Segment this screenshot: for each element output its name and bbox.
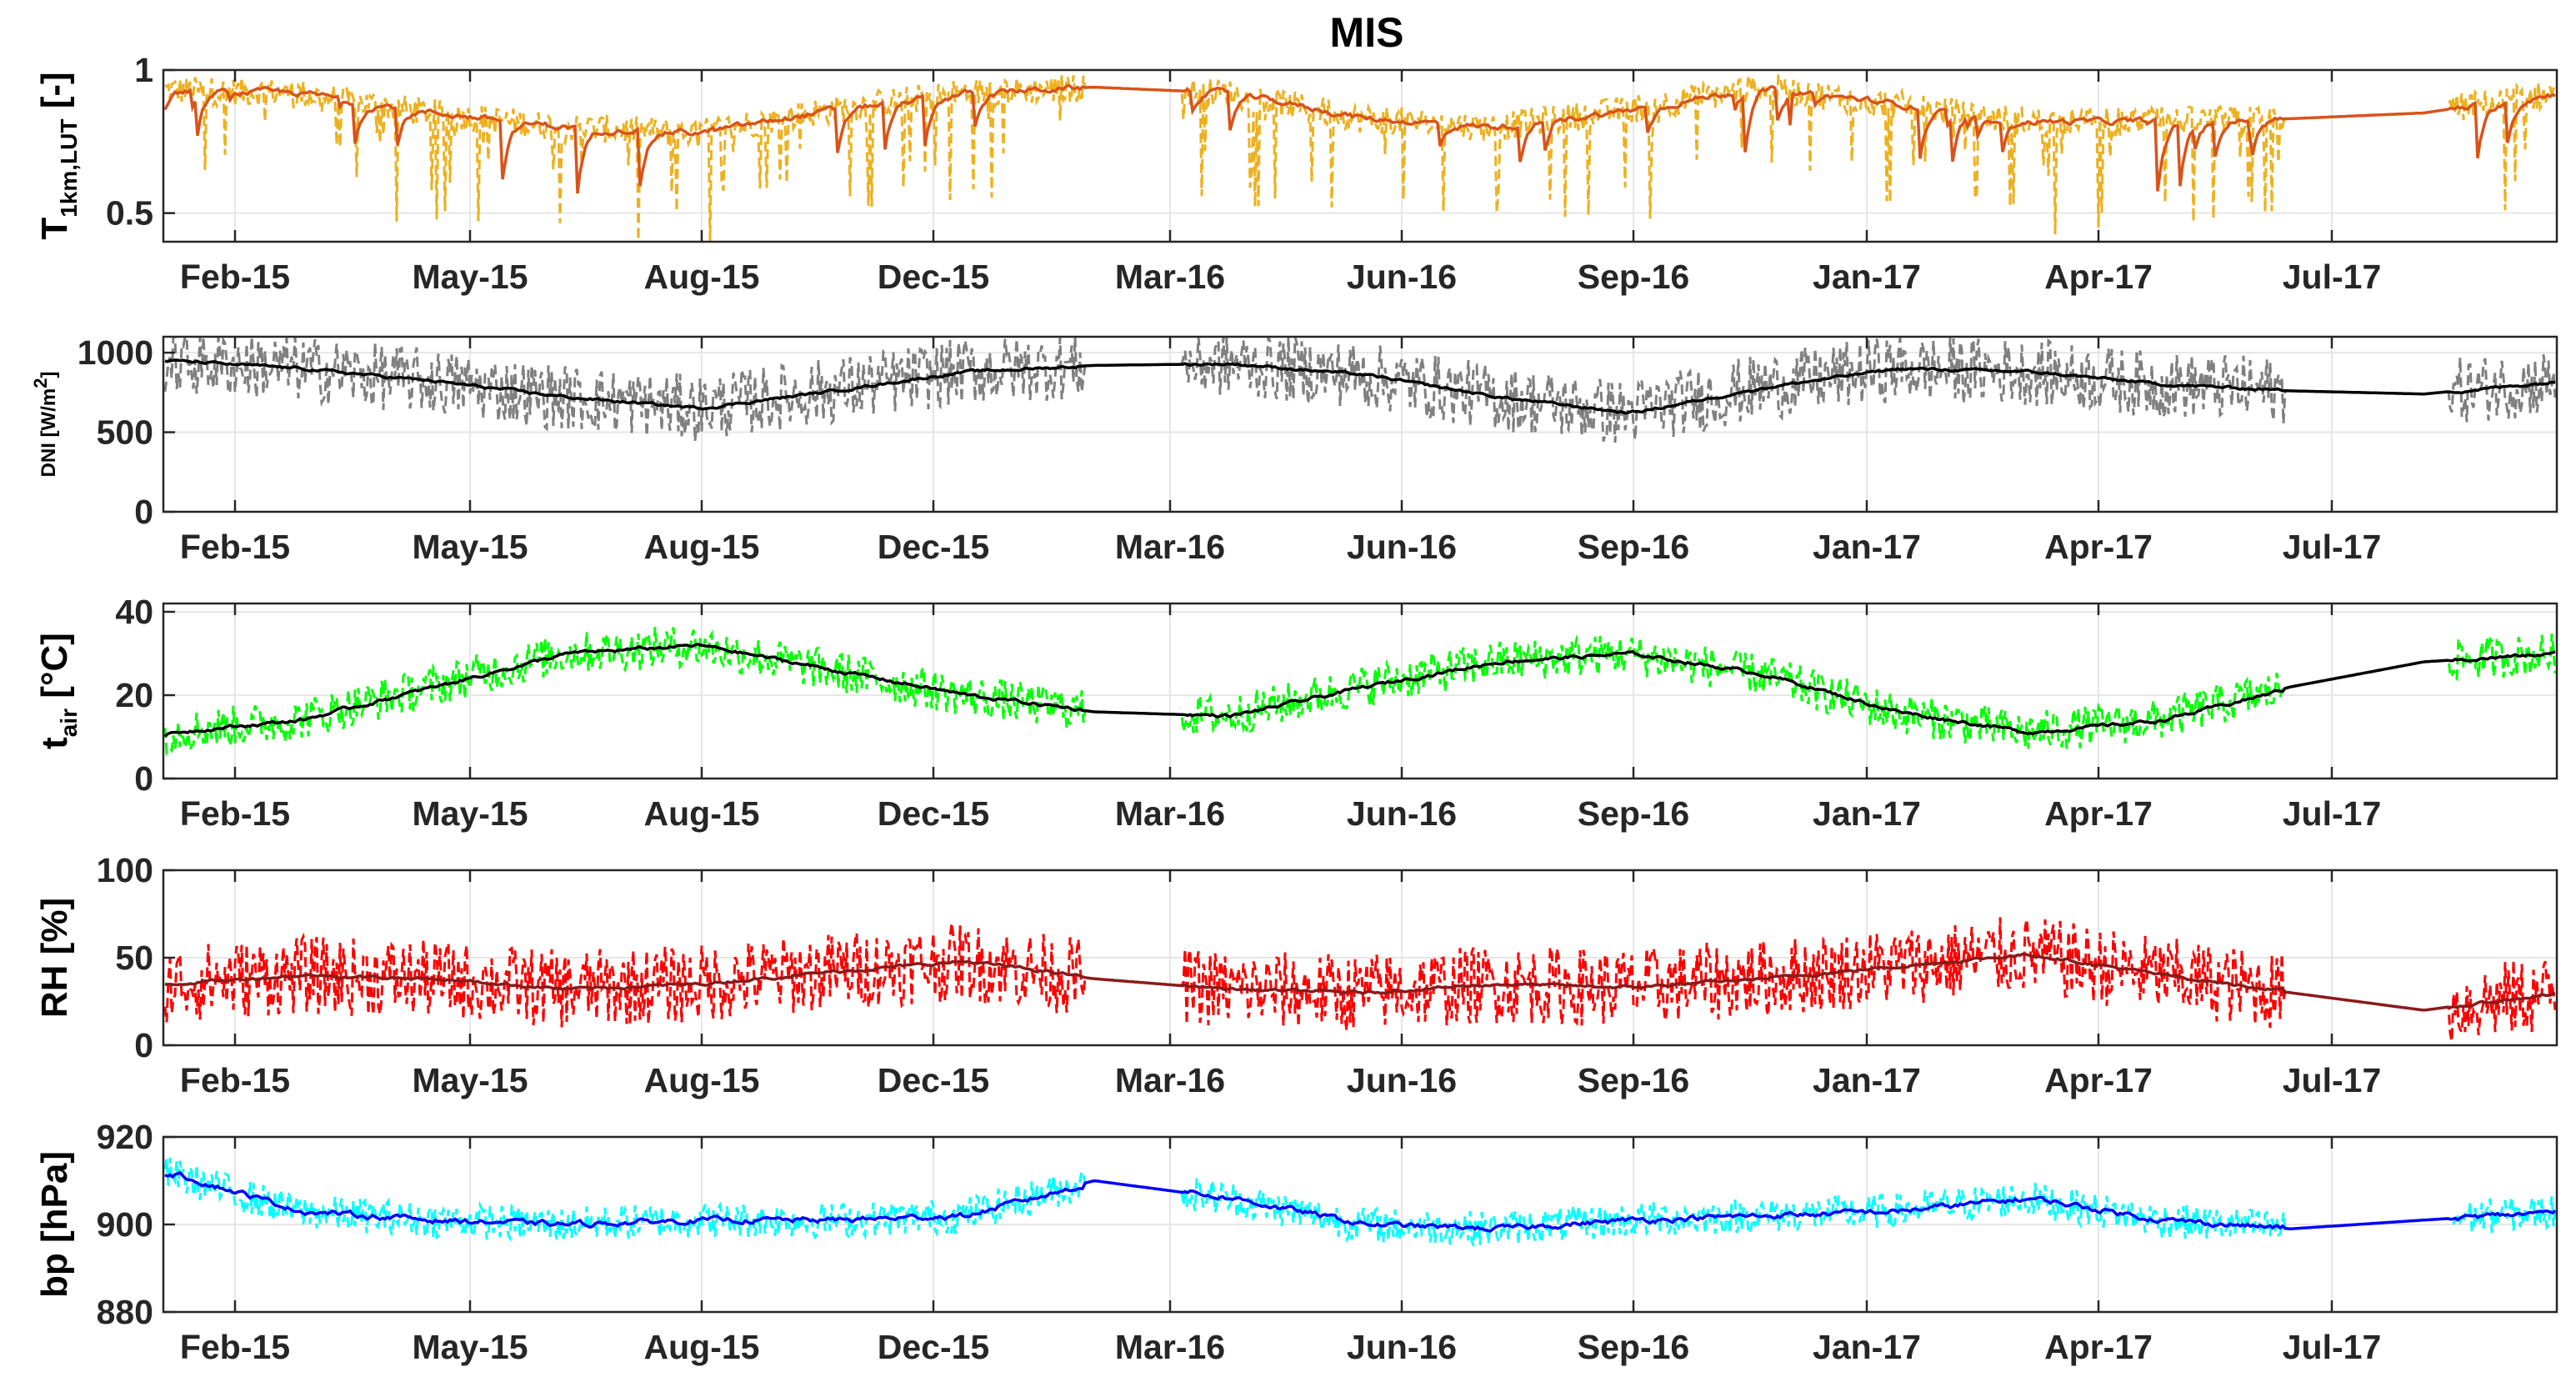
- xtick-label-dni-5: Jun-16: [1347, 528, 1457, 566]
- xtick-label-tair-6: Sep-16: [1578, 794, 1689, 833]
- xtick-label-bp-6: Sep-16: [1578, 1328, 1689, 1366]
- ylabel-tair: tair [°C]: [34, 633, 82, 749]
- xtick-label-bp-5: Jun-16: [1347, 1328, 1457, 1366]
- ytick-label-transmittance-0: 0.5: [106, 194, 153, 233]
- ytick-label-dni-0: 0: [134, 493, 153, 531]
- series-tair-hourly: [163, 627, 2557, 757]
- xtick-label-rh-4: Mar-16: [1115, 1061, 1225, 1099]
- ytick-label-dni-2: 1000: [78, 333, 153, 372]
- figure-title: MIS: [1330, 9, 1404, 56]
- panel-dni: 0 500 1000 Feb-15 May-15 Aug-15 Dec-15 Mar-16 Ju…: [30, 333, 2558, 566]
- series-rh-hourly: [163, 917, 2557, 1042]
- xtick-label-tair-1: May-15: [412, 794, 528, 833]
- ytick-label-rh-2: 100: [97, 851, 153, 889]
- ytick-label-tair-1: 20: [115, 676, 153, 714]
- axes-box-tair: [162, 602, 2558, 780]
- ylabel-rh: RH [%]: [34, 898, 75, 1018]
- xtick-label-dni-6: Sep-16: [1578, 528, 1689, 566]
- ytick-label-tair-0: 0: [134, 759, 153, 798]
- xtick-label-rh-7: Jan-17: [1813, 1061, 1921, 1099]
- series-tair-smoothed: [163, 642, 2556, 738]
- xtick-label-bp-9: Jul-17: [2283, 1328, 2382, 1366]
- xtick-label-dni-7: Jan-17: [1813, 528, 1921, 566]
- xtick-label-bp-2: Aug-15: [644, 1328, 760, 1366]
- xtick-label-bp-3: Dec-15: [878, 1328, 989, 1366]
- xtick-label-tair-2: Aug-15: [644, 794, 760, 833]
- ylabel-transmittance: T1km,LUT [-]: [34, 72, 82, 239]
- xtick-label-dni-9: Jul-17: [2283, 528, 2382, 566]
- xtick-label-transmittance-1: May-15: [412, 258, 528, 296]
- xtick-label-dni-2: Aug-15: [644, 528, 760, 566]
- axes-box-dni: [162, 335, 2558, 513]
- panel-tair: 0 20 40 Feb-15 May-15 Aug-15 Dec-15 Mar-16 Jun-1…: [34, 593, 2558, 833]
- ytick-label-transmittance-1: 1: [134, 51, 153, 89]
- ytick-label-rh-0: 0: [134, 1026, 153, 1064]
- xtick-label-rh-5: Jun-16: [1347, 1061, 1457, 1099]
- axes-box-transmittance: [162, 68, 2558, 243]
- xtick-label-dni-0: Feb-15: [180, 528, 290, 566]
- series-dni-hourly: [163, 337, 2557, 443]
- ylabel-bp: bp [hPa]: [34, 1151, 75, 1298]
- xtick-label-dni-1: May-15: [412, 528, 528, 566]
- ytick-label-dni-1: 500: [97, 413, 153, 452]
- ytick-label-rh-1: 50: [115, 939, 153, 977]
- xtick-label-tair-9: Jul-17: [2283, 794, 2382, 833]
- xtick-label-tair-0: Feb-15: [180, 794, 290, 833]
- xtick-label-transmittance-0: Feb-15: [180, 258, 290, 296]
- panels: 0.5 1 Feb-15 May-15 Aug-15 Dec-15 Mar-16 Jun-16…: [30, 51, 2558, 1366]
- xtick-label-bp-8: Apr-17: [2044, 1328, 2153, 1366]
- series-bp-smoothed: [164, 1170, 2557, 1234]
- panel-transmittance: 0.5 1 Feb-15 May-15 Aug-15 Dec-15 Mar-16 Jun-16…: [34, 51, 2558, 296]
- xtick-label-dni-8: Apr-17: [2044, 528, 2153, 566]
- xtick-label-rh-2: Aug-15: [644, 1061, 760, 1099]
- xtick-label-tair-8: Apr-17: [2044, 794, 2153, 833]
- xtick-label-transmittance-5: Jun-16: [1347, 258, 1457, 296]
- xtick-label-transmittance-9: Jul-17: [2283, 258, 2382, 296]
- xtick-label-bp-7: Jan-17: [1813, 1328, 1921, 1366]
- panel-bp: 880 900 920 Feb-15 May-15 Aug-15 Dec-15 Mar-16 J…: [34, 1118, 2558, 1366]
- series-transmittance-hourly: [164, 73, 2557, 242]
- xtick-label-transmittance-7: Jan-17: [1813, 258, 1921, 296]
- xtick-label-bp-0: Feb-15: [180, 1328, 290, 1366]
- xtick-label-bp-4: Mar-16: [1115, 1328, 1225, 1366]
- xtick-label-rh-0: Feb-15: [180, 1061, 290, 1099]
- xtick-label-rh-1: May-15: [412, 1061, 528, 1099]
- series-bp-hourly: [163, 1157, 2557, 1248]
- ytick-label-bp-2: 920: [97, 1118, 153, 1156]
- series-dni-smoothed: [164, 358, 2556, 415]
- xtick-label-tair-3: Dec-15: [878, 794, 989, 833]
- xtick-label-rh-3: Dec-15: [878, 1061, 989, 1099]
- xtick-label-tair-4: Mar-16: [1115, 794, 1225, 833]
- xtick-label-transmittance-2: Aug-15: [644, 258, 760, 296]
- xtick-label-tair-5: Jun-16: [1347, 794, 1457, 833]
- xtick-label-rh-9: Jul-17: [2283, 1061, 2382, 1099]
- xtick-label-transmittance-8: Apr-17: [2044, 258, 2153, 296]
- xtick-label-dni-4: Mar-16: [1115, 528, 1225, 566]
- ylabel-dni: DNI [W/m2]: [30, 372, 60, 478]
- xtick-label-transmittance-6: Sep-16: [1578, 258, 1689, 296]
- xtick-label-dni-3: Dec-15: [878, 528, 989, 566]
- panel-rh: 0 50 100 Feb-15 May-15 Aug-15 Dec-15 Mar-16 Jun-…: [34, 851, 2558, 1099]
- series-transmittance-smoothed: [163, 83, 2556, 194]
- ytick-label-tair-2: 40: [115, 593, 153, 631]
- xtick-label-rh-6: Sep-16: [1578, 1061, 1689, 1099]
- xtick-label-bp-1: May-15: [412, 1328, 528, 1366]
- ytick-label-bp-1: 900: [97, 1205, 153, 1244]
- xtick-label-transmittance-3: Dec-15: [878, 258, 989, 296]
- ytick-label-bp-0: 880: [97, 1293, 153, 1331]
- xtick-label-transmittance-4: Mar-16: [1115, 258, 1225, 296]
- series-rh-smoothed: [164, 952, 2556, 1012]
- xtick-label-rh-8: Apr-17: [2044, 1061, 2153, 1099]
- xtick-label-tair-7: Jan-17: [1813, 794, 1921, 833]
